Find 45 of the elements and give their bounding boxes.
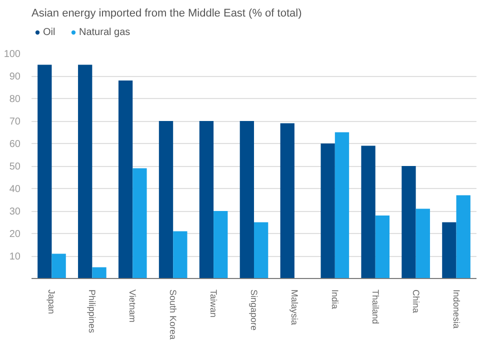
- bar: [38, 64, 52, 278]
- x-tick-label: China: [410, 290, 421, 314]
- x-tick-label: Thailand: [370, 290, 380, 324]
- bar: [361, 146, 376, 278]
- x-tick-label: Taiwan: [208, 290, 219, 318]
- y-tick-label: 30: [9, 206, 21, 218]
- chart-title: Asian energy imported from the Middle East (% of total): [32, 8, 302, 20]
- y-tick-label: 10: [9, 252, 21, 262]
- x-tick-label: Philippines: [87, 290, 98, 334]
- bar: [334, 132, 350, 278]
- y-tick-label: 80: [9, 94, 21, 105]
- bar: [320, 144, 335, 278]
- x-tick-label: Malaysia: [289, 290, 300, 326]
- x-tick-label: Singapore: [249, 290, 259, 331]
- bar: [92, 267, 106, 278]
- bar: [199, 121, 214, 278]
- bar: [254, 222, 268, 278]
- x-tick-label: India: [330, 290, 340, 310]
- legend-label: Oil: [43, 26, 56, 38]
- bar: [214, 211, 228, 278]
- bar: [456, 195, 470, 278]
- bar: [173, 231, 188, 278]
- bar: [52, 254, 66, 278]
- bar: [78, 64, 92, 278]
- bar: [132, 168, 147, 278]
- bar: [402, 166, 416, 278]
- y-tick-label: 20: [9, 229, 21, 240]
- y-tick-label: 60: [9, 139, 21, 150]
- x-tick-label: Japan: [46, 290, 57, 314]
- y-tick-label: 40: [9, 184, 21, 195]
- y-tick-label: 50: [9, 162, 21, 172]
- legend-label: Natural gas: [79, 26, 130, 38]
- x-tick-label: Vietnam: [128, 290, 138, 322]
- y-tick-label: 100: [4, 49, 21, 60]
- y-tick-label: 70: [9, 116, 21, 128]
- bar: [240, 121, 254, 278]
- x-tick-label: Indonesia: [451, 290, 462, 329]
- x-tick-label: South Korea: [168, 290, 178, 340]
- bar: [158, 121, 174, 278]
- bar: [416, 208, 430, 278]
- y-tick-label: 90: [9, 72, 21, 82]
- bar: [442, 222, 456, 278]
- bar: [118, 80, 133, 278]
- bar: [280, 123, 294, 278]
- bar: [375, 216, 390, 278]
